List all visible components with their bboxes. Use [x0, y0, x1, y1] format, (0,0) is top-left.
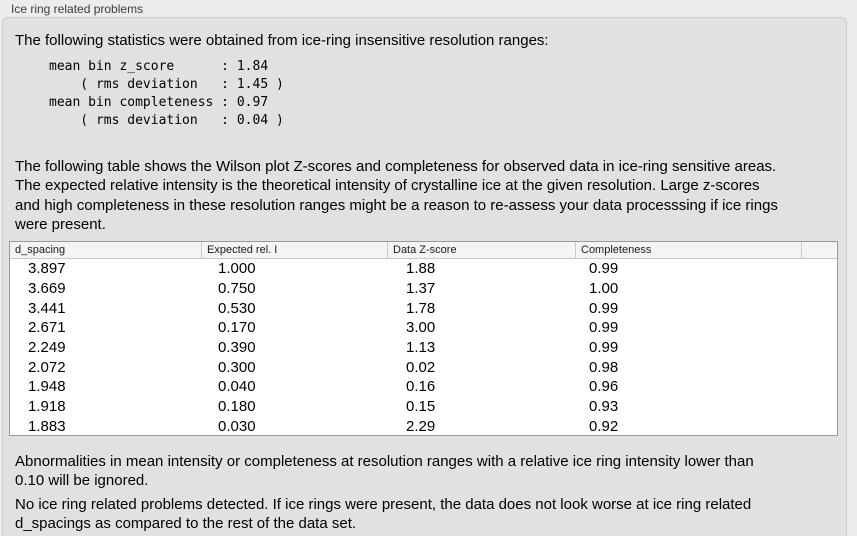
table-cell: 1.00 [589, 279, 619, 297]
table-cell: 0.390 [218, 338, 256, 356]
table-cell: 1.13 [406, 338, 436, 356]
table-cell: 2.072 [28, 358, 66, 376]
table-cell: 1.948 [28, 378, 66, 396]
table-row[interactable]: 1.948 0.040 0.16 0.96 [10, 377, 837, 397]
ignore-threshold-note: Abnormalities in mean intensity or compl… [15, 453, 754, 490]
table-cell: 0.99 [589, 338, 619, 356]
table-cell: 3.441 [28, 299, 66, 317]
ice-ring-table: d_spacing Expected rel. I Data Z-score C… [9, 241, 838, 436]
table-cell: 0.300 [218, 358, 256, 376]
table-cell: 0.93 [589, 397, 619, 415]
table-row[interactable]: 3.441 0.530 1.78 0.99 [10, 298, 837, 318]
table-cell: 0.15 [406, 397, 436, 415]
table-header-row: d_spacing Expected rel. I Data Z-score C… [10, 242, 837, 259]
column-header-expected-rel-i[interactable]: Expected rel. I [201, 242, 387, 258]
table-cell: 0.16 [406, 378, 436, 396]
table-row[interactable]: 3.669 0.750 1.37 1.00 [10, 279, 837, 299]
table-cell: 1.883 [28, 417, 66, 435]
table-cell: 2.29 [406, 417, 436, 435]
table-cell: 0.99 [589, 299, 619, 317]
table-cell: 0.99 [589, 260, 619, 278]
table-row[interactable]: 2.249 0.390 1.13 0.99 [10, 338, 837, 358]
table-cell: 0.96 [589, 378, 619, 396]
table-cell: 0.030 [218, 417, 256, 435]
table-cell: 0.92 [589, 417, 619, 435]
table-body: 3.897 1.000 1.88 0.99 3.669 0.750 1.37 1.00 3.44… [10, 259, 837, 435]
table-cell: 1.000 [218, 260, 256, 278]
table-row[interactable]: 1.883 0.030 2.29 0.92 [10, 416, 837, 435]
groupbox-title: Ice ring related problems [11, 2, 144, 16]
column-header-completeness[interactable]: Completeness [575, 242, 801, 258]
table-cell: 3.00 [406, 319, 436, 337]
table-cell: 1.37 [406, 279, 436, 297]
table-cell: 3.897 [28, 260, 66, 278]
table-row[interactable]: 1.918 0.180 0.15 0.93 [10, 397, 837, 417]
table-cell: 3.669 [28, 279, 66, 297]
summary-stats-block: mean bin z_score : 1.84 ( rms deviation … [49, 59, 284, 128]
conclusion-text: No ice ring related problems detected. I… [15, 496, 752, 533]
table-cell: 0.98 [589, 358, 619, 376]
column-header-d-spacing[interactable]: d_spacing [15, 244, 66, 256]
intro-text: The following statistics were obtained f… [15, 32, 549, 49]
table-cell: 0.170 [218, 319, 256, 337]
table-row[interactable]: 2.671 0.170 3.00 0.99 [10, 318, 837, 338]
table-cell: 0.750 [218, 279, 256, 297]
table-row[interactable]: 2.072 0.300 0.02 0.98 [10, 357, 837, 377]
table-row[interactable]: 3.897 1.000 1.88 0.99 [10, 259, 837, 279]
table-cell: 0.530 [218, 299, 256, 317]
table-cell: 0.99 [589, 319, 619, 337]
table-cell: 0.180 [218, 397, 256, 415]
table-description: The following table shows the Wilson plo… [15, 158, 778, 233]
column-header-spacer [801, 242, 837, 258]
table-cell: 1.88 [406, 260, 436, 278]
table-cell: 0.02 [406, 358, 436, 376]
column-header-data-z-score[interactable]: Data Z-score [387, 242, 575, 258]
table-cell: 1.918 [28, 397, 66, 415]
table-cell: 0.040 [218, 378, 256, 396]
table-cell: 1.78 [406, 299, 436, 317]
ice-ring-panel: The following statistics were obtained f… [2, 17, 847, 536]
table-cell: 2.249 [28, 338, 66, 356]
table-cell: 2.671 [28, 319, 66, 337]
